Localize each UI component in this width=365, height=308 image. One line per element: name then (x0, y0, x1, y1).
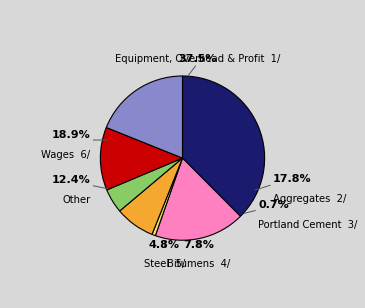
Wedge shape (100, 128, 182, 190)
Text: 12.4%: 12.4% (52, 175, 91, 185)
Wedge shape (152, 158, 182, 236)
Text: Equipment, Overhead & Profit  1/: Equipment, Overhead & Profit 1/ (115, 54, 280, 64)
Text: Portland Cement  3/: Portland Cement 3/ (258, 220, 357, 230)
Text: Wages  6/: Wages 6/ (41, 150, 91, 160)
Text: 18.9%: 18.9% (52, 130, 91, 140)
Text: Steel  5/: Steel 5/ (144, 259, 185, 269)
Wedge shape (106, 76, 182, 158)
Text: 37.5%: 37.5% (178, 54, 216, 64)
Text: Bitumens  4/: Bitumens 4/ (167, 259, 231, 269)
Text: 4.8%: 4.8% (149, 240, 180, 250)
Wedge shape (155, 158, 241, 240)
Text: 7.8%: 7.8% (184, 240, 214, 250)
Wedge shape (107, 158, 182, 211)
Text: 17.8%: 17.8% (273, 174, 311, 184)
Text: 0.7%: 0.7% (258, 200, 289, 210)
Text: Other: Other (62, 195, 91, 205)
Wedge shape (120, 158, 182, 234)
Wedge shape (182, 76, 265, 216)
Text: Aggregates  2/: Aggregates 2/ (273, 194, 346, 204)
